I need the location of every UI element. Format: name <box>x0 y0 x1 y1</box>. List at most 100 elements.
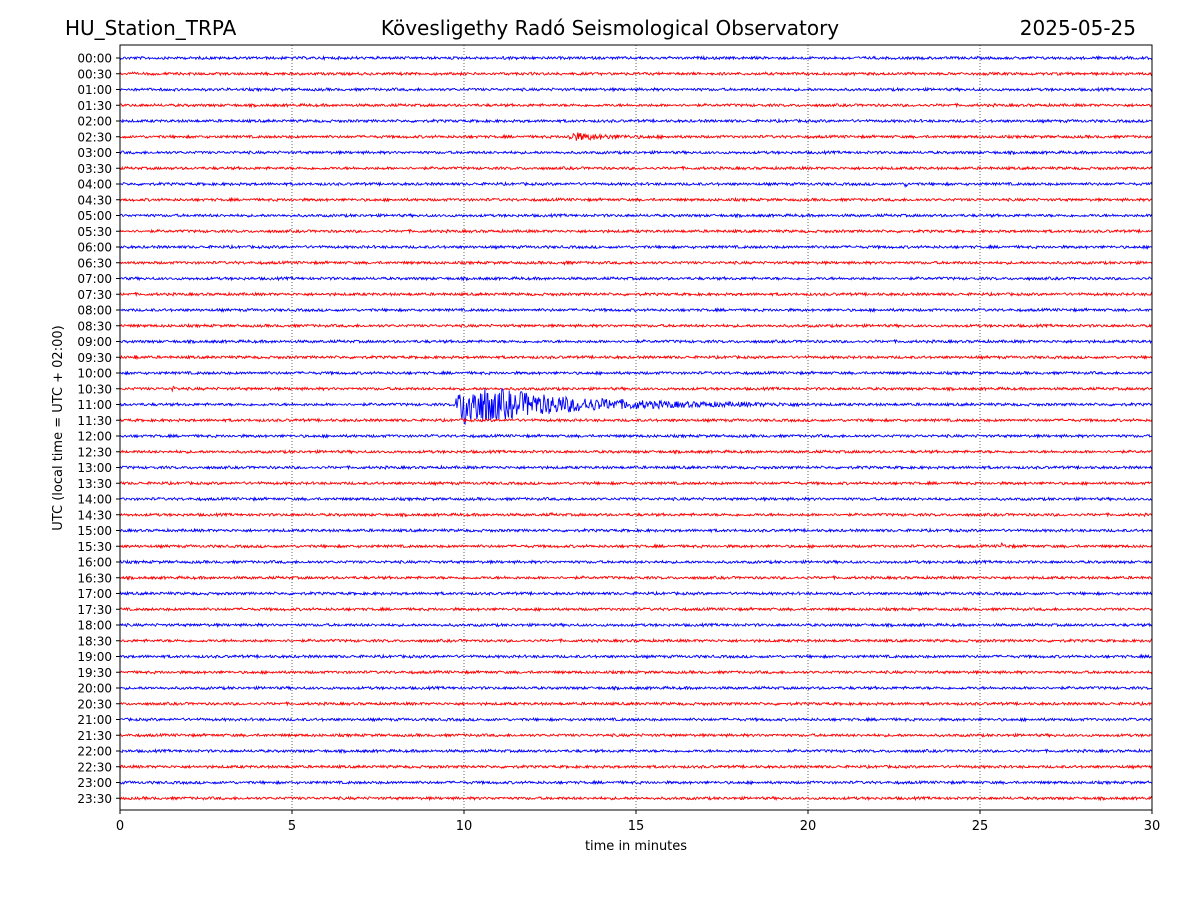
y-tick-label: 18:00 <box>77 619 112 633</box>
trace-line <box>119 653 1153 660</box>
y-tick-label: 23:00 <box>77 776 112 790</box>
trace-line <box>119 417 1153 424</box>
trace-line <box>119 291 1153 298</box>
y-tick-label: 00:30 <box>77 67 112 81</box>
y-tick-label: 16:30 <box>77 571 112 585</box>
y-tick-label: 11:00 <box>77 398 112 412</box>
trace-line <box>119 259 1153 266</box>
trace-line <box>119 165 1153 172</box>
y-tick-label: 02:30 <box>77 130 112 144</box>
trace-line <box>119 622 1153 629</box>
y-tick-label: 04:00 <box>77 178 112 192</box>
trace-line <box>120 243 1153 250</box>
y-tick-label: 18:30 <box>77 634 112 648</box>
trace-line <box>119 70 1153 77</box>
y-tick-label: 15:30 <box>77 540 112 554</box>
y-tick-label: 22:00 <box>77 745 112 759</box>
trace-line <box>119 511 1153 518</box>
trace-line <box>119 480 1153 487</box>
y-tick-label: 16:00 <box>77 556 112 570</box>
trace-line <box>119 700 1153 707</box>
y-tick-label: 15:00 <box>77 524 112 538</box>
trace-line <box>119 54 1153 62</box>
trace-line <box>119 542 1153 550</box>
trace-line <box>119 322 1153 329</box>
station-name: HU_Station_TRPA <box>65 16 237 40</box>
y-tick-label: 13:00 <box>77 461 112 475</box>
trace-line <box>119 354 1153 361</box>
record-date: 2025-05-25 <box>1020 16 1136 40</box>
trace-line <box>119 388 1153 426</box>
x-tick-label: 20 <box>800 819 817 834</box>
trace-line <box>119 196 1153 203</box>
y-axis-label: UTC (local time = UTC + 02:00) <box>51 325 66 530</box>
trace-line <box>119 559 1153 566</box>
x-tick-label: 5 <box>288 819 296 834</box>
y-tick-label: 14:30 <box>77 508 112 522</box>
y-tick-label: 19:30 <box>77 666 112 680</box>
trace-line <box>119 574 1153 581</box>
trace-line <box>119 590 1153 597</box>
trace-line <box>119 433 1153 440</box>
x-tick-label: 10 <box>456 819 473 834</box>
trace-line <box>119 132 1153 141</box>
x-axis: 0 5 10 15 20 25 30 <box>116 810 1160 834</box>
x-tick-label: 25 <box>972 819 989 834</box>
trace-line <box>119 464 1153 471</box>
y-tick-label: 07:30 <box>77 288 112 302</box>
y-tick-label: 05:30 <box>77 225 112 239</box>
trace-line <box>119 385 1153 393</box>
y-tick-label: 14:00 <box>77 493 112 507</box>
trace-line <box>119 763 1153 770</box>
y-tick-label: 09:00 <box>77 335 112 349</box>
y-tick-label: 05:00 <box>77 209 112 223</box>
y-tick-label: 13:30 <box>77 477 112 491</box>
trace-line <box>119 338 1153 345</box>
trace-line <box>119 86 1153 93</box>
trace-line <box>119 669 1153 676</box>
trace-line <box>119 102 1153 109</box>
chart-title: Kövesligethy Radó Seismological Observat… <box>381 16 839 40</box>
x-axis-label: time in minutes <box>585 839 687 854</box>
y-tick-label: 21:00 <box>77 713 112 727</box>
y-tick-label: 12:00 <box>77 430 112 444</box>
y-tick-label: 11:30 <box>77 414 112 428</box>
x-tick-label: 0 <box>116 819 124 834</box>
y-tick-label: 20:30 <box>77 697 112 711</box>
trace-line <box>119 228 1153 235</box>
y-tick-label: 22:30 <box>77 760 112 774</box>
plot-frame <box>119 44 1153 811</box>
trace-line <box>119 795 1153 802</box>
y-tick-label: 23:30 <box>77 792 112 806</box>
y-tick-label: 17:30 <box>77 603 112 617</box>
trace-line <box>119 606 1153 613</box>
trace-line <box>119 716 1152 723</box>
trace-line <box>119 527 1153 534</box>
trace-line <box>119 180 1153 189</box>
y-tick-label: 02:00 <box>77 115 112 129</box>
vertical-gridlines <box>291 45 981 810</box>
trace-line <box>119 275 1153 282</box>
y-tick-label: 08:30 <box>77 319 112 333</box>
x-tick-label: 15 <box>628 819 645 834</box>
trace-line <box>119 212 1153 219</box>
y-tick-label: 19:00 <box>77 650 112 664</box>
y-tick-label: 20:00 <box>77 682 112 696</box>
y-tick-label: 01:00 <box>77 83 112 97</box>
trace-rows <box>119 54 1153 802</box>
x-tick-label: 30 <box>1144 819 1161 834</box>
trace-line <box>119 369 1153 376</box>
trace-line <box>119 307 1153 313</box>
trace-line <box>119 732 1153 739</box>
trace-line <box>119 748 1153 755</box>
y-tick-label: 03:30 <box>77 162 112 176</box>
y-tick-label: 12:30 <box>77 445 112 459</box>
y-tick-label: 08:00 <box>77 304 112 318</box>
y-tick-label: 06:00 <box>77 241 112 255</box>
trace-line <box>119 117 1153 124</box>
y-tick-label: 07:00 <box>77 272 112 286</box>
trace-line <box>119 448 1153 455</box>
